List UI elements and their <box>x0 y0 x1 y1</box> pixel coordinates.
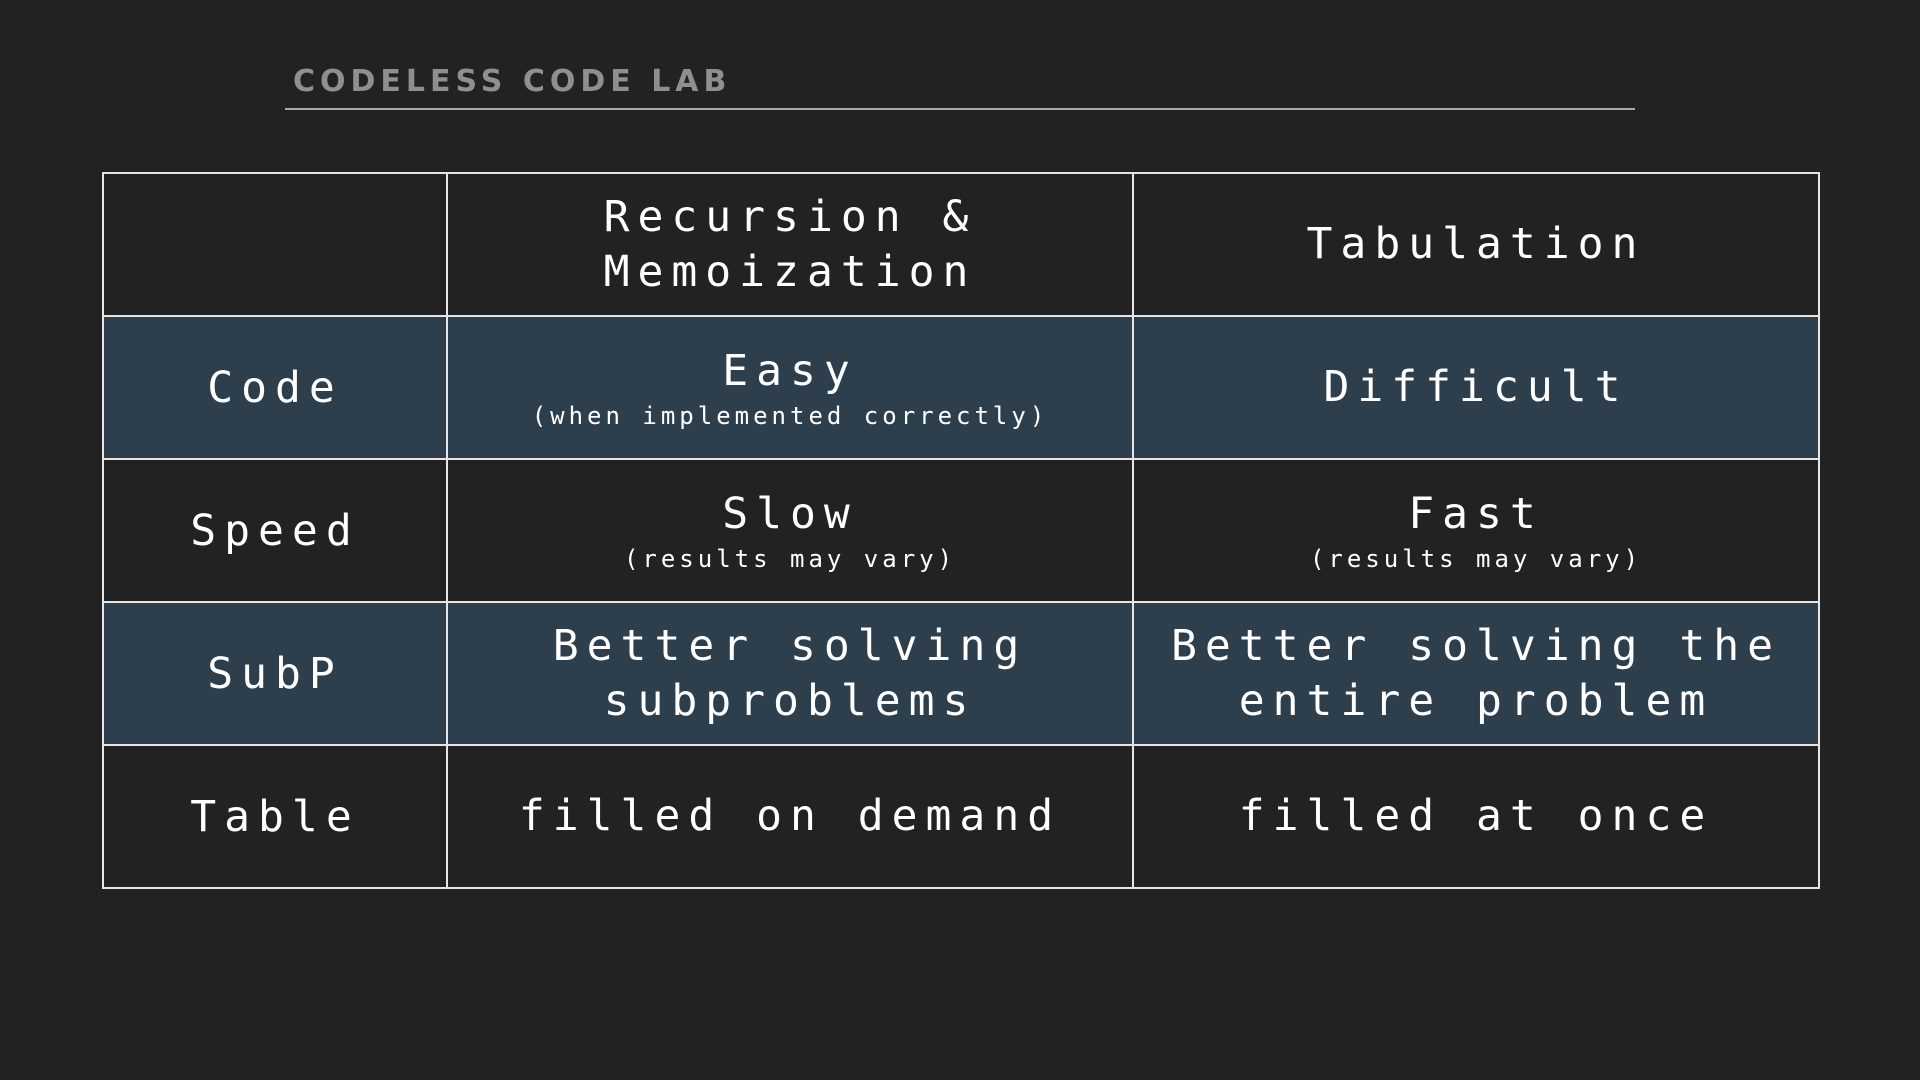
cell-value: Fast <box>1408 489 1544 539</box>
row-label: Speed <box>190 505 360 556</box>
cell-note: (when implemented correctly) <box>531 402 1049 430</box>
tab-cell: Fast (results may vary) <box>1132 458 1820 603</box>
row-label-cell: Table <box>102 744 448 889</box>
cell-value: Better solving subproblems <box>552 620 1028 726</box>
row-label-cell: SubP <box>102 601 448 746</box>
cell-value: Slow <box>722 489 858 539</box>
row-label: Code <box>207 362 343 413</box>
cell-value: filled at once <box>1238 791 1714 841</box>
memo-cell: filled on demand <box>446 744 1134 889</box>
memo-cell: Better solving subproblems <box>446 601 1134 746</box>
table-row-speed: Speed Slow (results may vary) Fast (resu… <box>102 458 1820 603</box>
comparison-table: Recursion & Memoization Tabulation Code … <box>102 172 1820 889</box>
row-label-cell: Code <box>102 315 448 460</box>
cell-value: Difficult <box>1323 362 1629 412</box>
header: CODELESS CODE LAB <box>285 60 1635 110</box>
header-cell-tabulation: Tabulation <box>1132 172 1820 317</box>
header-cell-empty <box>102 172 448 317</box>
brand-logo-text: CODELESS CODE LAB <box>293 64 732 99</box>
header-cell-recursion-memoization: Recursion & Memoization <box>446 172 1134 317</box>
memo-cell: Slow (results may vary) <box>446 458 1134 603</box>
cell-value: Better solving the entire problem <box>1171 620 1781 726</box>
cell-note: (results may vary) <box>1309 545 1643 573</box>
cell-note: (results may vary) <box>623 545 957 573</box>
tab-cell: filled at once <box>1132 744 1820 889</box>
cell-value: Easy <box>722 346 858 396</box>
memo-cell: Easy (when implemented correctly) <box>446 315 1134 460</box>
cell-value: filled on demand <box>518 791 1062 841</box>
row-label: Table <box>190 791 360 842</box>
tab-cell: Better solving the entire problem <box>1132 601 1820 746</box>
row-label-cell: Speed <box>102 458 448 603</box>
table-row-code: Code Easy (when implemented correctly) D… <box>102 315 1820 460</box>
tab-cell: Difficult <box>1132 315 1820 460</box>
row-label: SubP <box>207 648 343 699</box>
table-header-row: Recursion & Memoization Tabulation <box>102 172 1820 317</box>
table-row-table: Table filled on demand filled at once <box>102 744 1820 889</box>
table-row-subp: SubP Better solving subproblems Better s… <box>102 601 1820 746</box>
